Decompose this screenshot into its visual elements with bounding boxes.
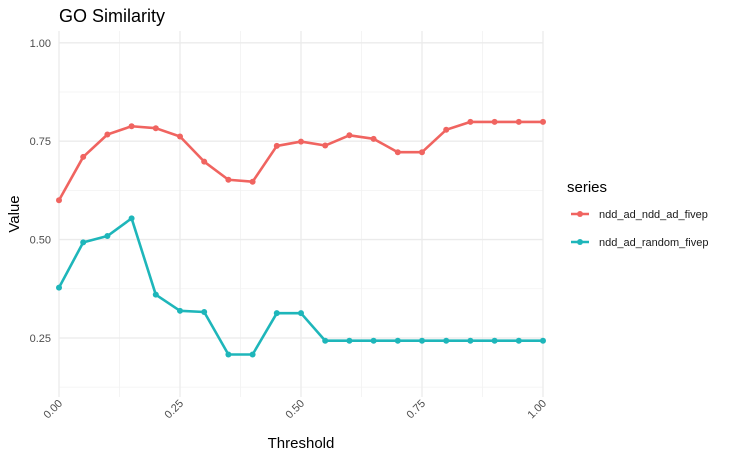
data-point	[346, 337, 353, 344]
data-point	[419, 149, 425, 156]
series-points	[56, 118, 546, 358]
chart-title: GO Similarity	[59, 6, 165, 26]
data-point	[201, 308, 208, 315]
data-point	[225, 176, 232, 183]
data-point	[249, 351, 256, 358]
data-point	[515, 118, 522, 125]
data-point	[515, 337, 522, 344]
data-point	[273, 142, 280, 149]
data-point	[322, 142, 329, 149]
data-point	[152, 291, 159, 298]
x-axis-title: Threshold	[268, 435, 335, 452]
legend-label: ndd_ad_ndd_ad_fivep	[599, 209, 708, 221]
data-point	[177, 307, 183, 314]
data-point	[273, 310, 280, 317]
data-point	[225, 351, 232, 358]
data-point	[298, 310, 304, 317]
y-tick-labels: 0.25 0.50 0.75 1.00	[30, 38, 51, 345]
data-point	[177, 133, 183, 140]
data-point	[56, 284, 62, 291]
data-point	[540, 337, 546, 344]
y-axis-title: Value	[6, 195, 23, 232]
data-point	[56, 197, 62, 204]
data-point	[491, 337, 498, 344]
x-tick-label: 1.00	[525, 398, 549, 422]
data-point	[443, 337, 450, 344]
x-tick-label: 0.25	[162, 398, 186, 422]
data-point	[467, 118, 474, 125]
data-point	[370, 135, 377, 142]
y-tick-label: 0.75	[30, 136, 51, 148]
y-tick-label: 0.50	[30, 235, 51, 247]
x-tick-label: 0.00	[41, 398, 65, 422]
data-point	[540, 118, 546, 125]
y-tick-label: 1.00	[30, 38, 51, 50]
legend: series ndd_ad_ndd_ad_fivep ndd_ad_random_…	[567, 179, 708, 249]
data-point	[467, 337, 474, 344]
data-point	[443, 126, 450, 133]
grid-major	[58, 31, 544, 397]
data-point	[128, 123, 135, 130]
data-point	[322, 337, 329, 344]
data-point	[80, 239, 87, 246]
data-point	[419, 337, 425, 344]
data-point	[491, 118, 498, 125]
data-point	[394, 337, 401, 344]
data-point	[249, 178, 256, 185]
legend-title: series	[567, 179, 607, 196]
data-point	[104, 131, 111, 138]
x-tick-labels: 0.00 0.25 0.50 0.75 1.00	[41, 398, 549, 422]
data-point	[346, 132, 353, 139]
data-point	[152, 125, 159, 132]
legend-key-point	[577, 239, 583, 245]
data-point	[298, 138, 304, 145]
data-point	[104, 233, 111, 240]
legend-key-point	[577, 211, 583, 217]
data-point	[128, 215, 135, 222]
data-point	[80, 153, 87, 160]
data-point	[394, 149, 401, 156]
y-tick-label: 0.25	[30, 333, 51, 345]
data-point	[370, 337, 377, 344]
legend-label: ndd_ad_random_fivep	[599, 237, 708, 249]
x-tick-label: 0.75	[404, 398, 428, 422]
x-tick-label: 0.50	[283, 398, 307, 422]
data-point	[201, 158, 208, 165]
